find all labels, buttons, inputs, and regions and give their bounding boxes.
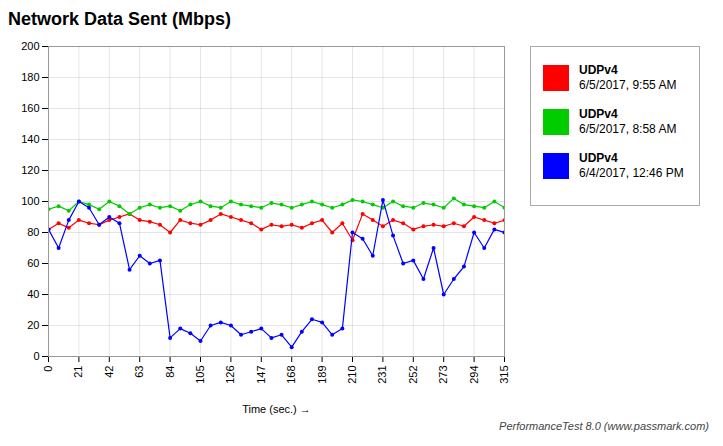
- svg-text:273: 273: [437, 366, 449, 384]
- svg-text:200: 200: [21, 40, 39, 52]
- svg-text:189: 189: [316, 366, 328, 384]
- svg-text:84: 84: [164, 366, 176, 378]
- svg-text:Time (sec.) →: Time (sec.) →: [242, 403, 311, 415]
- svg-text:180: 180: [21, 71, 39, 83]
- html-text:6/5/2017, 8:58 AM: 6/5/2017, 8:58 AM: [579, 122, 677, 136]
- svg-text:315: 315: [498, 366, 510, 384]
- html-text:Network Data Sent (Mbps): Network Data Sent (Mbps): [8, 9, 231, 29]
- svg-text:0: 0: [42, 366, 54, 372]
- svg-text:80: 80: [27, 226, 39, 238]
- html-text:PerformanceTest 8.0 (www.passm: PerformanceTest 8.0 (www.passmark.com): [499, 420, 709, 432]
- svg-text:294: 294: [468, 366, 480, 384]
- svg-text:0: 0: [33, 350, 39, 362]
- html-text:UDPv4: UDPv4: [579, 63, 618, 77]
- html-text:UDPv4: UDPv4: [579, 107, 618, 121]
- svg-text:168: 168: [285, 366, 297, 384]
- svg-text:100: 100: [21, 195, 39, 207]
- svg-text:231: 231: [376, 366, 388, 384]
- svg-text:252: 252: [407, 366, 419, 384]
- svg-text:21: 21: [72, 366, 84, 378]
- svg-text:126: 126: [224, 366, 236, 384]
- svg-text:160: 160: [21, 102, 39, 114]
- svg-text:105: 105: [194, 366, 206, 384]
- html-text:6/5/2017, 9:55 AM: 6/5/2017, 9:55 AM: [579, 78, 677, 92]
- svg-text:63: 63: [133, 366, 145, 378]
- svg-text:60: 60: [27, 257, 39, 269]
- svg-text:20: 20: [27, 319, 39, 331]
- svg-text:40: 40: [27, 288, 39, 300]
- svg-text:120: 120: [21, 164, 39, 176]
- svg-text:42: 42: [103, 366, 115, 378]
- html-text:6/4/2017, 12:46 PM: 6/4/2017, 12:46 PM: [579, 166, 684, 180]
- html-text:UDPv4: UDPv4: [579, 151, 618, 165]
- svg-text:210: 210: [346, 366, 358, 384]
- svg-text:140: 140: [21, 133, 39, 145]
- svg-text:147: 147: [255, 366, 267, 384]
